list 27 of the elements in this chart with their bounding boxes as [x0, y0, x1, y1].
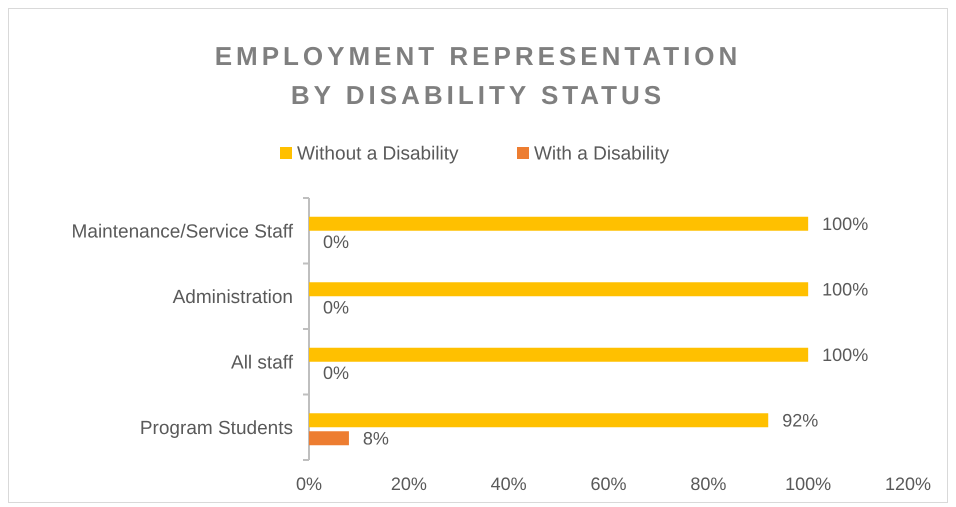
data-label: 0% — [323, 232, 350, 252]
legend-label: With a Disability — [534, 144, 670, 165]
data-label: 0% — [323, 298, 350, 318]
data-label: 0% — [323, 363, 350, 384]
bar — [309, 431, 349, 446]
bar — [309, 282, 808, 296]
data-label: 92% — [782, 410, 818, 431]
x-tick-label: 20% — [390, 474, 427, 494]
data-label: 8% — [362, 428, 389, 449]
legend-label: Without a Disability — [297, 144, 460, 165]
y-tick-label: All staff — [231, 352, 294, 374]
y-tick-label: Administration — [172, 286, 293, 308]
chart-title: EMPLOYMENT REPRESENTATION BY DISABILITY STATUS — [214, 41, 742, 110]
bar — [309, 348, 808, 362]
data-label: 100% — [822, 214, 868, 234]
bar — [309, 413, 768, 428]
x-tick-label: 80% — [690, 474, 726, 494]
x-tick-label: 0% — [296, 474, 322, 494]
x-tick-label: 100% — [785, 474, 832, 494]
x-tick-label: 120% — [884, 474, 932, 494]
bar — [309, 216, 808, 231]
data-label: 100% — [822, 280, 868, 300]
x-tick-label: 60% — [590, 474, 627, 494]
y-tick-label: Maintenance/Service Staff — [72, 221, 294, 242]
x-tick-label: 40% — [490, 474, 527, 494]
data-label: 100% — [822, 345, 868, 366]
y-tick-label: Program Students — [140, 418, 293, 439]
